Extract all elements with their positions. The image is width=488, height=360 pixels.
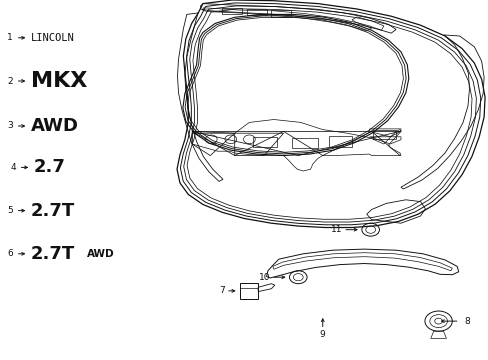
Text: AWD: AWD [31,117,79,135]
Text: AWD: AWD [87,249,114,259]
Text: 8: 8 [464,317,469,325]
Text: 11: 11 [330,225,342,234]
Text: 2.7T: 2.7T [31,245,75,263]
Text: 2.7: 2.7 [34,158,65,176]
Text: MKX: MKX [31,71,87,91]
Text: 1: 1 [7,33,13,42]
Text: 4: 4 [11,163,17,172]
Text: 3: 3 [7,122,13,130]
Text: 6: 6 [7,249,13,258]
Text: 2: 2 [7,77,13,85]
Text: 7: 7 [219,287,224,295]
Text: 2.7T: 2.7T [31,202,75,220]
Text: 9: 9 [319,330,325,338]
Text: LINCOLN: LINCOLN [31,33,74,43]
Text: 5: 5 [7,206,13,215]
Text: 10: 10 [258,273,270,282]
